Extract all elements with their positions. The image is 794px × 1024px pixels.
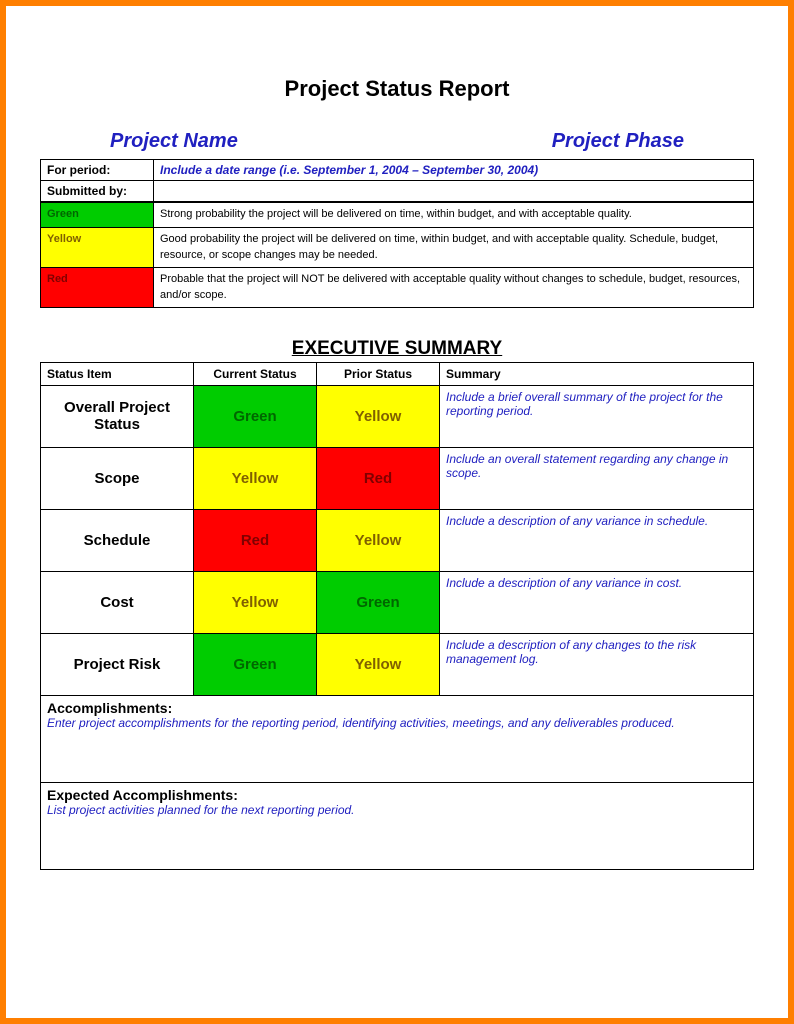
es-item: Cost bbox=[41, 571, 194, 633]
accomplishments-heading: Accomplishments: bbox=[47, 700, 747, 716]
es-row: Overall Project StatusGreenYellowInclude… bbox=[41, 385, 754, 447]
es-item: Project Risk bbox=[41, 633, 194, 695]
legend-color-yellow: Yellow bbox=[41, 227, 154, 267]
expected-accomplishments-cell: Expected Accomplishments:List project ac… bbox=[41, 782, 754, 869]
es-row: Project RiskGreenYellowInclude a descrip… bbox=[41, 633, 754, 695]
executive-summary-table: Status Item Current Status Prior Status … bbox=[40, 362, 754, 870]
period-row: For period: Include a date range (i.e. S… bbox=[41, 160, 754, 181]
submitted-value bbox=[154, 181, 754, 202]
submitted-label: Submitted by: bbox=[41, 181, 154, 202]
project-phase-label: Project Phase bbox=[552, 130, 684, 153]
es-summary: Include a description of any variance in… bbox=[440, 509, 754, 571]
es-header-current: Current Status bbox=[194, 362, 317, 385]
es-header-summary: Summary bbox=[440, 362, 754, 385]
es-item: Overall Project Status bbox=[41, 385, 194, 447]
es-summary: Include a brief overall summary of the p… bbox=[440, 385, 754, 447]
es-row: CostYellowGreenInclude a description of … bbox=[41, 571, 754, 633]
es-prior-status: Green bbox=[317, 571, 440, 633]
info-table: For period: Include a date range (i.e. S… bbox=[40, 159, 754, 202]
es-item: Scope bbox=[41, 447, 194, 509]
es-header-item: Status Item bbox=[41, 362, 194, 385]
legend-desc: Probable that the project will NOT be de… bbox=[154, 267, 754, 307]
legend-color-red: Red bbox=[41, 267, 154, 307]
subheading-row: Project Name Project Phase bbox=[40, 130, 754, 153]
expected-accomplishments-row: Expected Accomplishments:List project ac… bbox=[41, 782, 754, 869]
es-summary: Include a description of any variance in… bbox=[440, 571, 754, 633]
legend-desc: Good probability the project will be del… bbox=[154, 227, 754, 267]
es-current-status: Green bbox=[194, 385, 317, 447]
page-title: Project Status Report bbox=[40, 76, 754, 102]
exec-summary-heading: EXECUTIVE SUMMARY bbox=[40, 338, 754, 360]
legend-desc: Strong probability the project will be d… bbox=[154, 203, 754, 228]
es-row: ScopeYellowRedInclude an overall stateme… bbox=[41, 447, 754, 509]
expected-accomplishments-text: List project activities planned for the … bbox=[47, 803, 747, 817]
es-current-status: Green bbox=[194, 633, 317, 695]
accomplishments-text: Enter project accomplishments for the re… bbox=[47, 716, 747, 730]
submitted-row: Submitted by: bbox=[41, 181, 754, 202]
document-frame: Project Status Report Project Name Proje… bbox=[0, 0, 794, 1024]
es-item: Schedule bbox=[41, 509, 194, 571]
period-label: For period: bbox=[41, 160, 154, 181]
es-current-status: Yellow bbox=[194, 447, 317, 509]
legend-row: YellowGood probability the project will … bbox=[41, 227, 754, 267]
es-header-row: Status Item Current Status Prior Status … bbox=[41, 362, 754, 385]
es-prior-status: Yellow bbox=[317, 633, 440, 695]
es-current-status: Red bbox=[194, 509, 317, 571]
legend-row: GreenStrong probability the project will… bbox=[41, 203, 754, 228]
es-prior-status: Yellow bbox=[317, 509, 440, 571]
legend-row: RedProbable that the project will NOT be… bbox=[41, 267, 754, 307]
es-current-status: Yellow bbox=[194, 571, 317, 633]
es-row: ScheduleRedYellowInclude a description o… bbox=[41, 509, 754, 571]
es-header-prior: Prior Status bbox=[317, 362, 440, 385]
es-summary: Include an overall statement regarding a… bbox=[440, 447, 754, 509]
es-prior-status: Red bbox=[317, 447, 440, 509]
es-summary: Include a description of any changes to … bbox=[440, 633, 754, 695]
legend-table: GreenStrong probability the project will… bbox=[40, 202, 754, 308]
legend-color-green: Green bbox=[41, 203, 154, 228]
period-value: Include a date range (i.e. September 1, … bbox=[154, 160, 754, 181]
project-name-label: Project Name bbox=[110, 130, 238, 153]
es-prior-status: Yellow bbox=[317, 385, 440, 447]
expected-accomplishments-heading: Expected Accomplishments: bbox=[47, 787, 747, 803]
accomplishments-row: Accomplishments:Enter project accomplish… bbox=[41, 695, 754, 782]
accomplishments-cell: Accomplishments:Enter project accomplish… bbox=[41, 695, 754, 782]
